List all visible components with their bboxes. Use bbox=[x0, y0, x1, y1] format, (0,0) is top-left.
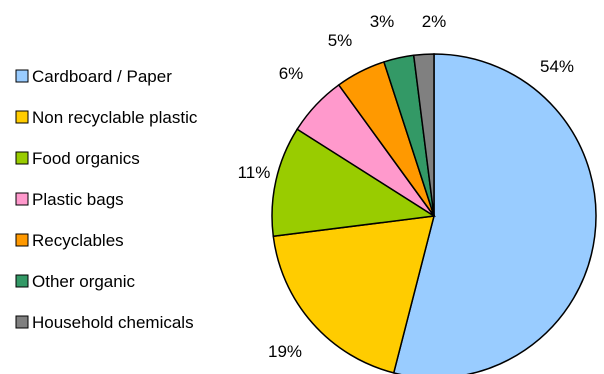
legend-label: Food organics bbox=[32, 149, 140, 168]
legend-swatch bbox=[15, 69, 29, 83]
pie-slices bbox=[271, 53, 597, 374]
legend-swatch bbox=[15, 315, 29, 329]
pie-value-label: 6% bbox=[279, 64, 304, 83]
legend-label: Other organic bbox=[32, 272, 135, 291]
legend-swatch bbox=[15, 110, 29, 124]
pie-value-label: 2% bbox=[422, 12, 447, 31]
legend-label: Cardboard / Paper bbox=[32, 67, 172, 86]
legend-swatch bbox=[15, 233, 29, 247]
pie-slice-household-chemicals bbox=[412, 53, 435, 217]
legend-label: Plastic bags bbox=[32, 190, 124, 209]
legend-swatch bbox=[15, 192, 29, 206]
pie-slice-food-organics bbox=[271, 128, 437, 238]
pie-value-label: 11% bbox=[238, 163, 271, 182]
legend-swatch bbox=[15, 274, 29, 288]
pie-value-labels: 54% 19% 11% 6% 5% 3% 2% bbox=[238, 12, 574, 361]
legend-label: Household chemicals bbox=[32, 313, 194, 332]
pie-value-label: 54% bbox=[540, 57, 574, 76]
legend-label: Non recyclable plastic bbox=[32, 108, 198, 127]
pie-value-label: 3% bbox=[370, 12, 395, 31]
pie-value-label: 19% bbox=[268, 342, 302, 361]
pie-slice-non-recyclable-plastic bbox=[272, 215, 436, 374]
legend-label: Recyclables bbox=[32, 231, 124, 250]
pie-value-label: 5% bbox=[328, 31, 353, 50]
legend-swatch bbox=[15, 151, 29, 165]
legend: Cardboard / Paper Non recyclable plastic F… bbox=[15, 67, 198, 332]
